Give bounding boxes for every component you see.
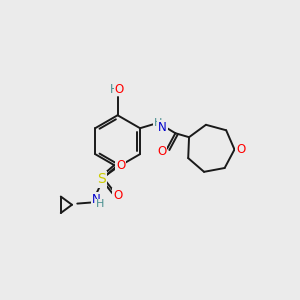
Text: N: N (158, 121, 167, 134)
Text: H: H (96, 200, 104, 209)
Text: O: O (157, 145, 167, 158)
Text: H: H (154, 118, 163, 128)
Text: H: H (110, 82, 118, 95)
Text: N: N (92, 193, 100, 206)
Text: O: O (115, 82, 124, 95)
Text: S: S (97, 172, 106, 186)
Text: O: O (113, 188, 122, 202)
Text: O: O (236, 143, 246, 156)
Text: O: O (116, 159, 125, 172)
